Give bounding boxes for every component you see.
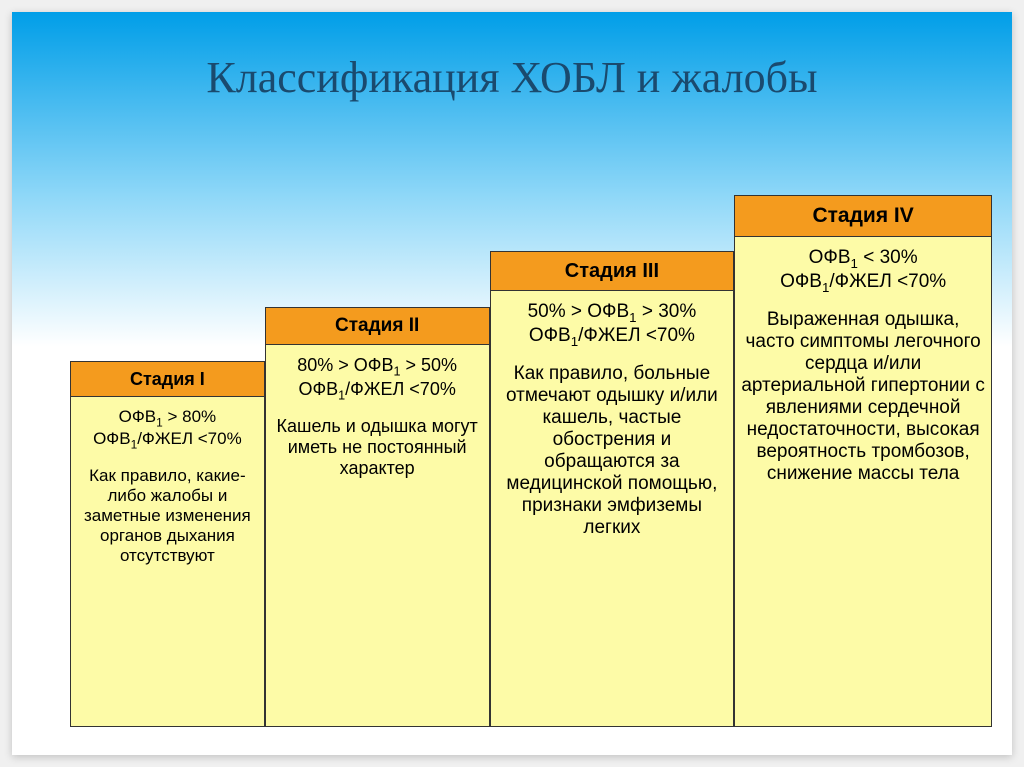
step-2-header: Стадия II: [265, 307, 490, 345]
step-3: Стадия III 50% > ОФВ1 > 30% ОФВ1/ФЖЕЛ <7…: [490, 251, 735, 727]
step-1: Стадия I ОФВ1 > 80% ОФВ1/ФЖЕЛ <70% Как п…: [70, 361, 265, 727]
step-1-desc: Как правило, какие-либо жалобы и заметны…: [77, 466, 258, 566]
step-3-header: Стадия III: [490, 251, 735, 291]
step-1-metric1: ОФВ1 > 80%: [119, 407, 217, 429]
step-2-desc: Кашель и одышка могут иметь не постоянны…: [272, 416, 483, 479]
slide-title: Классификация ХОБЛ и жалобы: [12, 12, 1012, 103]
step-2-metric1: 80% > ОФВ1 > 50%: [297, 355, 457, 379]
step-1-body: ОФВ1 > 80% ОФВ1/ФЖЕЛ <70% Как правило, к…: [70, 397, 265, 727]
step-4-body: ОФВ1 < 30% ОФВ1/ФЖЕЛ <70% Выраженная оды…: [734, 237, 992, 727]
step-3-body: 50% > ОФВ1 > 30% ОФВ1/ФЖЕЛ <70% Как прав…: [490, 291, 735, 727]
step-4: Стадия IV ОФВ1 < 30% ОФВ1/ФЖЕЛ <70% Выра…: [734, 195, 992, 727]
step-2: Стадия II 80% > ОФВ1 > 50% ОФВ1/ФЖЕЛ <70…: [265, 307, 490, 727]
step-2-body: 80% > ОФВ1 > 50% ОФВ1/ФЖЕЛ <70% Кашель и…: [265, 345, 490, 727]
step-1-metric2: ОФВ1/ФЖЕЛ <70%: [93, 429, 242, 451]
step-4-metric2: ОФВ1/ФЖЕЛ <70%: [780, 271, 946, 295]
step-4-header: Стадия IV: [734, 195, 992, 237]
step-1-header: Стадия I: [70, 361, 265, 397]
stair-steps: Стадия I ОФВ1 > 80% ОФВ1/ФЖЕЛ <70% Как п…: [70, 195, 992, 727]
step-3-metric1: 50% > ОФВ1 > 30%: [528, 301, 697, 325]
step-3-desc: Как правило, больные отмечают одышку и/и…: [497, 363, 728, 539]
step-2-metric2: ОФВ1/ФЖЕЛ <70%: [298, 379, 455, 403]
step-4-desc: Выраженная одышка, часто симптомы легочн…: [741, 309, 985, 485]
step-3-metric2: ОФВ1/ФЖЕЛ <70%: [529, 325, 695, 349]
slide: Классификация ХОБЛ и жалобы Стадия I ОФВ…: [12, 12, 1012, 755]
step-4-metric1: ОФВ1 < 30%: [809, 247, 918, 271]
